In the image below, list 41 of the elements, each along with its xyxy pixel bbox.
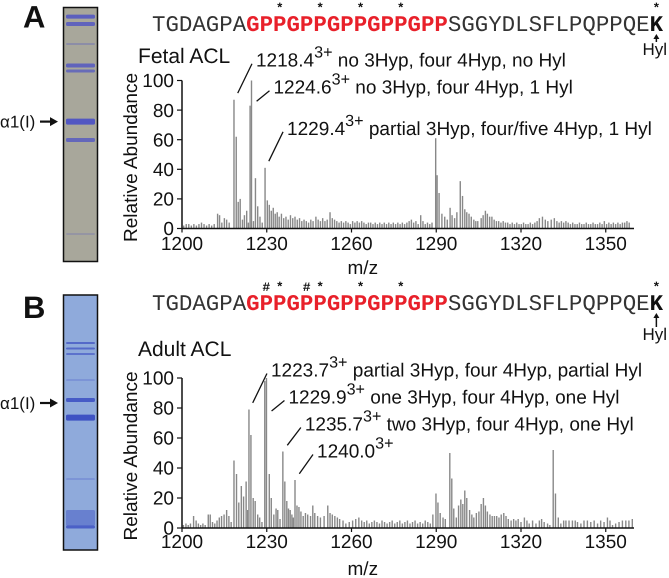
text: A: [23, 0, 46, 34]
x-tick-label: 1350: [584, 234, 627, 255]
x-tick-label: 1260: [330, 532, 373, 553]
annotation: 1224.6$^{3+}$ no 3Hyp, four 4Hyp, 1 Hyl: [273, 70, 573, 99]
y-tick-label: 80: [152, 100, 174, 122]
text: α1(I): [0, 394, 36, 413]
y-tick-label: 100: [142, 71, 174, 92]
text: Hyl: [642, 40, 667, 59]
x-tick-label: 1290: [415, 532, 458, 553]
x-axis-title: m/z: [347, 559, 378, 578]
y-tick-label: 60: [152, 428, 174, 450]
text: α1(I): [0, 112, 36, 132]
x-tick-label: 1350: [584, 532, 627, 553]
text: TGDAGPA: [152, 291, 247, 317]
text: B: [23, 290, 46, 325]
y-tick-label: 40: [152, 458, 174, 480]
y-tick-label: 20: [152, 488, 174, 510]
chart-title: Fetal ACL: [138, 45, 230, 68]
y-tick-label: 40: [152, 160, 174, 181]
y-tick-label: 20: [152, 190, 174, 211]
annotation: 1218.4$^{3+}$ no 3Hyp, four 4Hyp, no Hyl: [256, 44, 566, 72]
x-tick-label: 1290: [415, 234, 458, 255]
y-axis-title: Relative Abundance: [121, 72, 142, 242]
y-axis-title: Relative Abundance: [121, 371, 142, 541]
chart-title: Adult ACL: [138, 338, 232, 361]
x-tick-label: 1230: [246, 234, 288, 255]
text: Hyl: [642, 325, 667, 344]
annotation: 1240.0$^{3+}$: [317, 434, 394, 462]
text: TGDAGPA: [152, 12, 247, 38]
y-tick-label: 100: [142, 368, 174, 390]
x-tick-label: 1320: [500, 234, 542, 255]
x-tick-label: 1260: [330, 234, 373, 255]
y-tick-label: 80: [152, 398, 174, 420]
annotation: 1223.7$^{3+}$ partial 3Hyp, four 4Hyp, partial Hyl: [270, 354, 642, 382]
annotation: 1235.7$^{3+}$ two 3Hyp, four 4Hyp, one Hyl: [304, 408, 634, 436]
annotation: 1229.4$^{3+}$ partial 3Hyp, four/five 4Hyp, 1 Hyl: [287, 112, 652, 140]
annotation: 1229.9$^{3+}$ one 3Hyp, four 4Hyp, one Hyl: [288, 380, 620, 408]
x-tick-label: 1320: [500, 532, 542, 553]
y-tick-label: 60: [152, 130, 174, 152]
x-tick-label: 1230: [246, 532, 288, 553]
x-axis-title: m/z: [347, 258, 378, 279]
